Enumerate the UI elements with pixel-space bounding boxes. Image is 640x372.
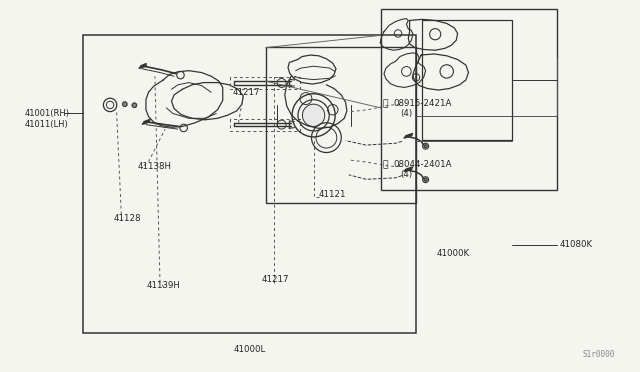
Text: 08044-2401A: 08044-2401A — [394, 160, 452, 169]
Text: 41001(RH): 41001(RH) — [24, 109, 69, 118]
Text: 41080K: 41080K — [560, 240, 593, 249]
Text: 41138H: 41138H — [138, 162, 172, 171]
Bar — [422, 20, 512, 140]
Bar — [381, 9, 557, 190]
Circle shape — [132, 103, 136, 108]
Text: 41128: 41128 — [114, 214, 141, 223]
Circle shape — [303, 104, 324, 126]
Text: 41000K: 41000K — [436, 249, 470, 258]
Text: 41139H: 41139H — [147, 281, 180, 290]
Circle shape — [123, 102, 127, 106]
Text: (4): (4) — [400, 170, 412, 179]
Text: S1r0000: S1r0000 — [582, 350, 614, 359]
Text: 41011(LH): 41011(LH) — [24, 120, 68, 129]
Bar — [83, 35, 416, 333]
Text: 41217: 41217 — [262, 275, 289, 284]
Text: (4): (4) — [400, 109, 412, 118]
Circle shape — [424, 178, 427, 181]
Text: 41000L: 41000L — [234, 345, 266, 354]
Text: 41217: 41217 — [233, 88, 260, 97]
Bar — [266, 46, 416, 203]
Text: Ⓑ: Ⓑ — [382, 160, 388, 169]
Text: Ⓦ: Ⓦ — [382, 99, 388, 108]
Circle shape — [424, 145, 427, 148]
Text: 08915-2421A: 08915-2421A — [394, 99, 452, 108]
Text: 41121: 41121 — [319, 190, 346, 199]
